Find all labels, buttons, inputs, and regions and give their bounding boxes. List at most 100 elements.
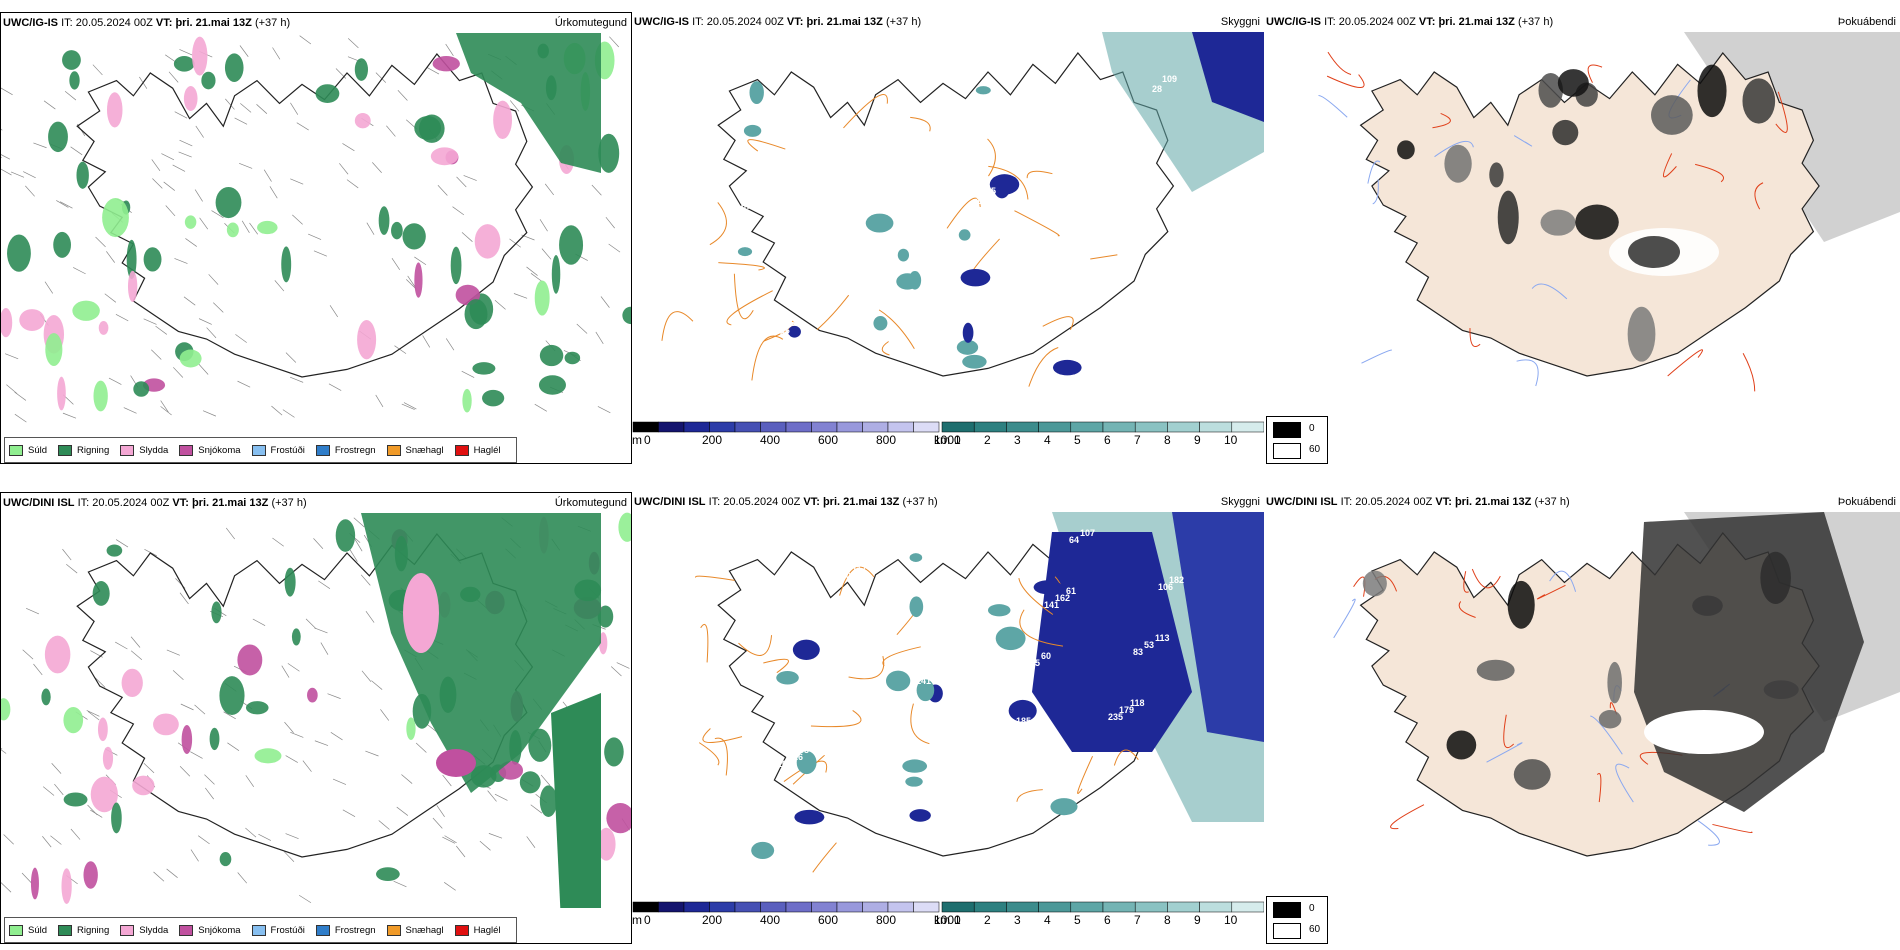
precip-cell xyxy=(618,512,631,542)
visibility-value: 182 xyxy=(1169,575,1184,585)
wind-barb xyxy=(313,250,327,257)
model-name: UWC/IG-IS xyxy=(634,16,689,28)
road-or-river xyxy=(1695,163,1724,183)
visibility-value: 118 xyxy=(1130,698,1145,708)
colorbar-unit-m: m xyxy=(632,433,642,447)
legend-swatch xyxy=(58,924,73,936)
precip-map-panel: UWC/IG-IS IT: 20.05.2024 00Z VT: þri. 21… xyxy=(0,12,632,464)
wind-barb xyxy=(1,128,3,131)
wind-barb xyxy=(23,171,36,179)
precip-cell xyxy=(153,713,179,736)
model-name: UWC/IG-IS xyxy=(1266,16,1321,28)
wind-barb xyxy=(509,100,520,112)
wind-barb xyxy=(43,100,56,110)
wind-barb xyxy=(330,731,343,741)
wind-barb xyxy=(272,537,284,547)
fog-cell xyxy=(1507,580,1535,629)
road xyxy=(702,728,743,743)
visibility-cell xyxy=(962,354,987,369)
visibility-cell xyxy=(909,553,923,562)
colorbar-tick-km: 10 xyxy=(1224,433,1238,447)
visibility-value: 30 xyxy=(952,604,962,614)
colorbar-tick-km: 9 xyxy=(1194,433,1201,447)
precip-cell xyxy=(90,776,118,813)
visibility-map-svg: 103 101 15 78 112 26 131 40 43 71 109 143 122 115 67 52… xyxy=(661,32,1264,387)
wind-barb xyxy=(394,345,407,354)
visibility-value: 53 xyxy=(799,745,809,755)
visibility-value: 43 xyxy=(888,252,898,262)
legend-swatch xyxy=(9,924,23,936)
wind-barb xyxy=(313,538,324,549)
fog-cell xyxy=(1540,209,1576,236)
rain-area xyxy=(456,33,601,173)
wind-barb xyxy=(530,804,543,814)
wind-barb xyxy=(342,143,355,152)
wind-barb xyxy=(33,663,43,676)
road xyxy=(733,273,754,320)
wind-barb xyxy=(56,200,69,208)
road-or-river xyxy=(1536,584,1566,600)
visibility-cell xyxy=(749,81,764,105)
visibility-value: 97 xyxy=(891,741,901,751)
fog-cell xyxy=(1446,730,1477,760)
colorbar-tick-km: 4 xyxy=(1044,913,1051,927)
legend-label: Frostúði xyxy=(270,444,305,456)
colorbar-swatch-km xyxy=(941,901,975,913)
wind-barb xyxy=(456,176,467,188)
precip-cell xyxy=(126,239,137,280)
vt-value: þri. 21.mai 13Z xyxy=(175,17,252,29)
road-or-river xyxy=(1318,94,1348,118)
road xyxy=(987,138,996,177)
colorbar-swatch-m xyxy=(811,421,838,433)
precip-cell xyxy=(132,775,155,796)
vt-label: VT: xyxy=(803,496,820,508)
vt-value: þri. 21.mai 13Z xyxy=(1438,16,1515,28)
road-or-river xyxy=(1596,773,1602,803)
legend-swatch xyxy=(251,924,266,936)
legend-item-6: Snæhagl xyxy=(386,444,444,456)
wind-barb xyxy=(153,871,165,882)
legend-item-3: Snjókoma xyxy=(179,444,241,456)
wind-barb xyxy=(371,680,383,690)
wind-barb xyxy=(541,248,552,260)
fog-legend-low-value: 60 xyxy=(1309,444,1321,455)
colorbar-tick-km: 3 xyxy=(1014,433,1021,447)
colorbar-swatch-m xyxy=(760,421,787,433)
legend-swatch xyxy=(315,924,330,936)
visibility-cell xyxy=(1050,798,1078,816)
wind-barb xyxy=(194,704,206,715)
wind-barb xyxy=(406,279,417,290)
visibility-cell xyxy=(1033,580,1063,595)
model-name: UWC/IG-IS xyxy=(3,17,58,29)
legend-label: Haglél xyxy=(473,444,501,456)
colorbar-tick-m: 0 xyxy=(644,913,651,927)
wind-barb xyxy=(269,186,278,199)
sleet-area xyxy=(403,573,439,653)
colorbar-tick-m: 1000 xyxy=(934,433,961,447)
wind-barb xyxy=(445,338,455,351)
colorbar-swatch-km xyxy=(1231,901,1264,913)
legend-item-0: Súld xyxy=(9,444,47,456)
wind-barb xyxy=(444,835,457,844)
precip-cell xyxy=(63,792,88,807)
wind-barb xyxy=(365,750,379,757)
road xyxy=(881,341,890,356)
wind-barb xyxy=(152,178,163,189)
it-label: IT: xyxy=(77,497,90,509)
lead-time: (+37 h) xyxy=(271,497,307,509)
precip-cell xyxy=(93,380,108,412)
visibility-value: 162 xyxy=(1055,593,1070,603)
fog-legend-low-value: 60 xyxy=(1309,924,1321,935)
road-or-river xyxy=(1587,64,1603,83)
coastline xyxy=(76,53,534,378)
precip-cell xyxy=(226,222,239,238)
road xyxy=(763,658,789,674)
road-or-river xyxy=(1516,359,1539,387)
colorbar-swatch-m xyxy=(683,421,710,433)
colorbar-swatch-m xyxy=(887,421,914,433)
wind-barb xyxy=(130,650,143,661)
road xyxy=(812,842,837,873)
wind-barb xyxy=(185,238,197,247)
legend-label: Snjókoma xyxy=(198,924,241,936)
precip-cell xyxy=(57,376,66,411)
